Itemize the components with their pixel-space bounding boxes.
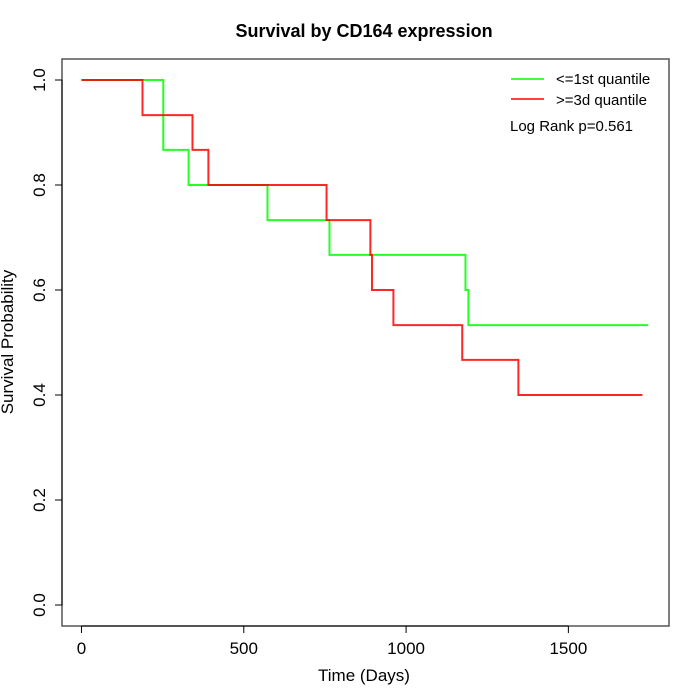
chart-title: Survival by CD164 expression (235, 21, 492, 41)
y-tick-label: 0.2 (30, 488, 49, 512)
y-axis: 0.0 0.2 0.4 0.6 0.8 1.0 (30, 68, 63, 617)
y-tick-label: 0.0 (30, 593, 49, 617)
legend: <=1st quantile >=3d quantile (511, 71, 650, 109)
legend-label-high-quantile: >=3d quantile (556, 92, 647, 109)
log-rank-annotation: Log Rank p=0.561 (510, 118, 633, 135)
x-tick-label: 1000 (387, 639, 425, 658)
y-tick-label: 0.4 (30, 383, 49, 407)
y-tick-label: 0.8 (30, 173, 49, 197)
survival-curve-low-quantile (81, 79, 649, 327)
x-tick-label: 0 (77, 639, 86, 658)
survival-curve-high-quantile (81, 79, 643, 396)
y-tick-label: 1.0 (30, 68, 49, 92)
plot-frame (61, 58, 670, 627)
series-layer (81, 79, 649, 396)
x-axis-label: Time (Days) (318, 666, 410, 685)
x-axis: 0 500 1000 1500 (77, 625, 587, 658)
y-tick-label: 0.6 (30, 278, 49, 302)
x-tick-label: 1500 (549, 639, 587, 658)
legend-label-low-quantile: <=1st quantile (556, 71, 650, 88)
x-tick-label: 500 (230, 639, 258, 658)
y-axis-label: Survival Probability (0, 269, 17, 414)
